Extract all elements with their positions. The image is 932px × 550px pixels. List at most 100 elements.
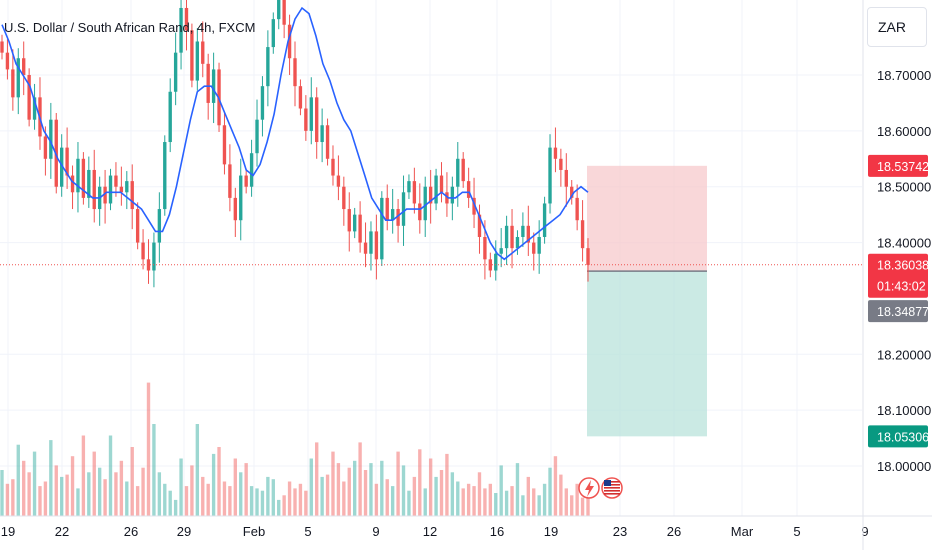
candle-body [195,41,200,81]
candle-body [488,259,493,271]
y-tick-label: 18.00000 [877,459,931,474]
volume-bar [363,470,368,516]
candle-body [206,63,210,103]
candle-body [249,153,254,187]
candle-body [575,197,579,221]
volume-bar [548,467,552,516]
candle-body [287,24,292,59]
x-tick-label: 26 [667,524,681,539]
take-profit-badge-bg [868,425,928,448]
position-tool[interactable] [587,165,707,437]
volume-bar [309,458,313,516]
volume-bar [488,483,493,516]
volume-bar [336,463,341,516]
volume-bar [70,456,75,516]
volume-bar [293,488,297,516]
candle-body [81,158,86,198]
candle-body [157,209,162,243]
event-markers[interactable] [578,477,623,499]
entry-badge: 18.34877 [868,300,929,323]
volume-bar [65,474,69,516]
volume-bar [575,483,579,516]
candle-body [163,142,167,210]
volume-bar [97,467,102,516]
volume-bar [380,460,384,516]
volume-bar [190,465,194,516]
x-tick-label: 22 [55,524,69,539]
volume-bar [22,460,26,516]
volume-bar [211,453,216,516]
volume-bar [195,424,200,516]
volume-bar [54,465,58,516]
flag-stripe [604,487,620,489]
candle-body [76,158,80,193]
volume-bar [146,382,151,516]
volume-bar [559,474,563,516]
stop-loss-zone[interactable] [587,165,707,272]
volume-bar [201,476,205,516]
volume-bar [434,476,438,516]
flag-stripe [604,490,620,492]
candle-body [255,119,259,154]
take-profit-badge: 18.05306 [868,425,929,448]
candle-body [298,86,303,109]
take-profit-zone[interactable] [587,271,707,437]
lightning-icon-bolt [585,480,594,497]
candle-body [304,108,308,131]
volume-bar [38,486,42,516]
last-price-badge-bg [868,253,928,298]
candle-body [401,192,406,226]
volume-bar [537,495,541,516]
volume-bar [510,486,514,516]
volume-bar [315,442,319,516]
us-flag-event-icon[interactable] [601,477,623,499]
candle-body [16,58,20,98]
candle-body [130,181,134,210]
candle-body [114,175,118,187]
candle-body [396,209,400,226]
volume-bar [504,490,509,516]
candle-body [363,242,368,254]
candle-body [92,169,96,210]
candle-body [266,47,270,87]
x-tick-label: Mar [731,524,754,539]
candle-body [537,236,541,254]
y-tick-label: 18.50000 [877,180,931,195]
candle-body [423,186,427,221]
candle-body [586,248,590,265]
volume-bar [494,493,498,516]
volume-bar [119,460,124,516]
lightning-event-icon[interactable] [578,477,600,499]
volume-bar [163,483,167,516]
candle-body [190,30,194,81]
grid [0,0,862,516]
candle-body [239,175,243,221]
candle-body [358,214,362,243]
candle-body [385,197,389,221]
volume-bar [173,499,178,516]
volume-bar [385,479,389,516]
volume-bar [125,481,129,516]
candle-body [108,175,113,204]
candle-body [173,52,178,92]
flag-stripe [604,484,620,486]
volume-bar [542,483,547,516]
price-badges: 18.53742 18.36038 01:43:02 18.34877 18.05306 [868,154,929,448]
volume-bar [179,458,183,516]
candle-body [580,220,585,249]
flag-canton [604,480,611,486]
currency-button[interactable]: ZAR [867,7,927,47]
volume-bar [325,474,330,516]
candle-body [65,147,69,176]
candle-body [22,58,26,75]
volume-bar [228,486,232,516]
volume-bar [244,463,248,516]
volume-bar [157,472,162,516]
volume-bar [450,472,455,516]
candle-body [260,86,265,120]
candle-body [11,69,15,98]
candle-body [559,158,563,170]
candle-body [43,136,48,159]
volume-bar [260,490,265,516]
